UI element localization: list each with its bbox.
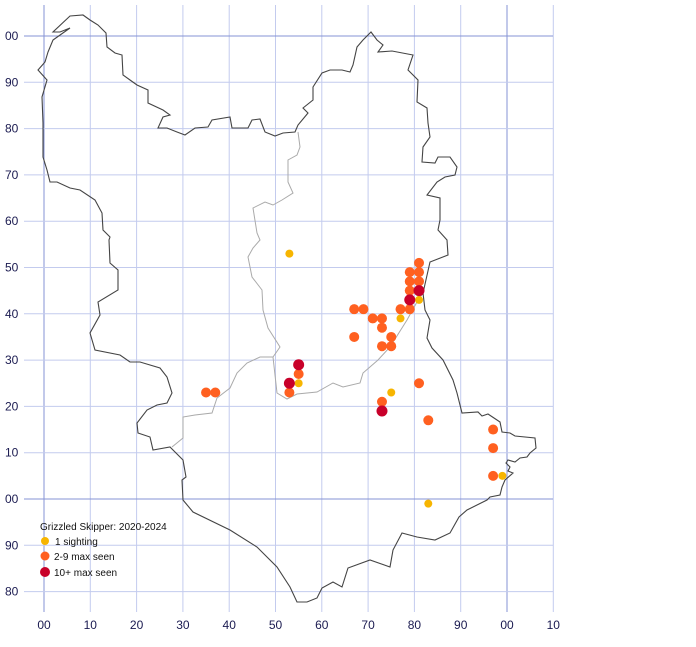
- legend-marker-10-plus: [40, 567, 50, 577]
- record-dot-few: [404, 304, 415, 315]
- y-tick-label: 90: [5, 538, 19, 552]
- y-tick-label: 80: [5, 122, 19, 136]
- legend-marker-2-9: [40, 551, 50, 561]
- record-dot-many: [413, 285, 425, 297]
- record-dot-few: [423, 415, 434, 426]
- record-dot-few: [284, 387, 295, 398]
- legend: Grizzled Skipper: 2020-2024 1 sighting 2…: [40, 522, 167, 579]
- record-dot-few: [376, 313, 387, 324]
- x-tick-label: 90: [454, 618, 468, 632]
- record-dot-few: [293, 368, 304, 379]
- record-dot-few: [488, 470, 499, 481]
- legend-label-2-9: 2-9 max seen: [54, 552, 115, 563]
- record-dot-few: [386, 331, 397, 342]
- x-tick-label: 50: [269, 618, 283, 632]
- x-tick-label: 40: [223, 618, 237, 632]
- x-tick-label: 20: [130, 618, 144, 632]
- record-dot-many: [283, 377, 295, 389]
- y-tick-label: 50: [5, 261, 19, 275]
- y-tick-label: 20: [5, 399, 19, 413]
- legend-title: Grizzled Skipper: 2020-2024: [40, 522, 167, 533]
- record-dot-many: [404, 294, 416, 306]
- x-tick-label: 60: [315, 618, 329, 632]
- axis-labels: 00 10 20 30 40 50 60 70 80 90 00 10 00 90 80 70 60 50 40 30…: [5, 29, 560, 632]
- x-tick-label: 10: [547, 618, 561, 632]
- record-dot-one: [498, 471, 507, 480]
- y-tick-label: 30: [5, 353, 19, 367]
- county-boundary: [37, 14, 537, 603]
- record-dot-many: [293, 359, 305, 371]
- district-boundary: [171, 131, 424, 448]
- record-dot-few: [414, 267, 425, 278]
- x-tick-label: 70: [361, 618, 375, 632]
- y-tick-label: 60: [5, 214, 19, 228]
- y-tick-label: 10: [5, 446, 19, 460]
- record-dot-few: [404, 285, 415, 296]
- record-dot-one: [294, 379, 303, 388]
- record-dot-few: [210, 387, 221, 398]
- y-tick-label: 00: [5, 492, 19, 506]
- record-dot-few: [414, 378, 425, 389]
- record-dot-few: [349, 331, 360, 342]
- y-tick-label: 00: [5, 29, 19, 43]
- legend-marker-1-sighting: [41, 537, 49, 545]
- record-dot-one: [396, 314, 405, 323]
- record-dot-few: [488, 424, 499, 435]
- record-dot-few: [414, 257, 425, 268]
- record-dot-few: [488, 443, 499, 454]
- record-dot-many: [376, 405, 388, 417]
- legend-label-10-plus: 10+ max seen: [54, 568, 117, 579]
- x-tick-label: 00: [500, 618, 514, 632]
- record-dot-few: [414, 276, 425, 287]
- record-dot-one: [387, 388, 396, 397]
- record-dot-few: [395, 304, 406, 315]
- record-dot-one: [415, 295, 424, 304]
- record-dot-few: [201, 387, 212, 398]
- record-dot-few: [349, 304, 360, 315]
- record-dot-few: [386, 341, 397, 352]
- y-tick-label: 70: [5, 168, 19, 182]
- x-tick-label: 00: [37, 618, 51, 632]
- x-tick-label: 10: [84, 618, 98, 632]
- y-tick-label: 90: [5, 75, 19, 89]
- legend-label-1-sighting: 1 sighting: [55, 537, 98, 548]
- grid: [24, 5, 554, 612]
- record-dot-few: [376, 341, 387, 352]
- record-dot-few: [376, 322, 387, 333]
- x-tick-label: 80: [408, 618, 422, 632]
- x-tick-label: 30: [176, 618, 190, 632]
- record-dot-few: [367, 313, 378, 324]
- records-layer: [201, 249, 507, 508]
- record-dot-few: [358, 304, 369, 315]
- y-tick-label: 80: [5, 585, 19, 599]
- record-dot-one: [285, 249, 294, 258]
- record-dot-few: [404, 276, 415, 287]
- y-tick-label: 40: [5, 307, 19, 321]
- record-dot-few: [404, 267, 415, 278]
- record-dot-one: [424, 499, 433, 508]
- record-dot-few: [376, 396, 387, 407]
